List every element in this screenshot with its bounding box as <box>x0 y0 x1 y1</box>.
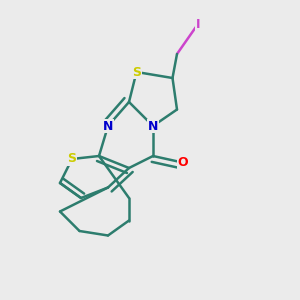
Text: I: I <box>196 17 200 31</box>
Text: N: N <box>103 119 113 133</box>
Text: S: S <box>132 65 141 79</box>
Text: O: O <box>178 156 188 169</box>
Text: N: N <box>148 119 158 133</box>
Text: S: S <box>68 152 76 166</box>
